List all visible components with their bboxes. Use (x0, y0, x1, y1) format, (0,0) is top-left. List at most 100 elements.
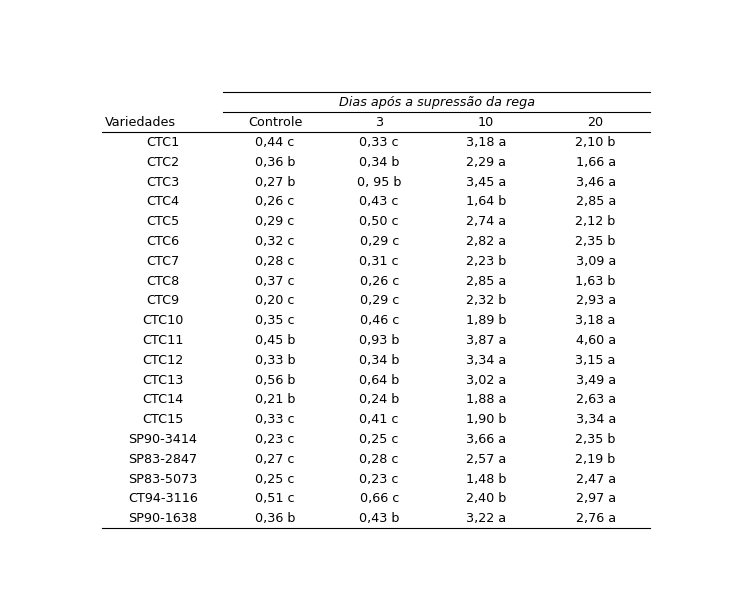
Text: 3: 3 (375, 116, 383, 129)
Text: CTC7: CTC7 (146, 255, 179, 268)
Text: 3,87 a: 3,87 a (466, 334, 506, 347)
Text: 2,23 b: 2,23 b (466, 255, 506, 268)
Text: CTC6: CTC6 (146, 235, 179, 248)
Text: 0,33 c: 0,33 c (359, 136, 399, 149)
Text: 2,63 a: 2,63 a (576, 393, 616, 406)
Text: CTC5: CTC5 (146, 215, 179, 228)
Text: 0,41 c: 0,41 c (359, 413, 399, 426)
Text: SP83-2847: SP83-2847 (128, 453, 198, 466)
Text: 1,48 b: 1,48 b (466, 473, 507, 486)
Text: 0,29 c: 0,29 c (359, 235, 399, 248)
Text: 0,26 c: 0,26 c (255, 195, 295, 209)
Text: 3,09 a: 3,09 a (575, 255, 616, 268)
Text: 0,23 c: 0,23 c (255, 433, 295, 446)
Text: SP83-5073: SP83-5073 (128, 473, 198, 486)
Text: 0,36 b: 0,36 b (255, 512, 295, 525)
Text: 3,15 a: 3,15 a (575, 354, 616, 367)
Text: 2,19 b: 2,19 b (575, 453, 616, 466)
Text: 0,64 b: 0,64 b (359, 373, 399, 387)
Text: 2,82 a: 2,82 a (466, 235, 506, 248)
Text: 0,28 c: 0,28 c (359, 453, 399, 466)
Text: 0,93 b: 0,93 b (359, 334, 399, 347)
Text: CTC4: CTC4 (146, 195, 179, 209)
Text: CTC14: CTC14 (142, 393, 183, 406)
Text: 0,56 b: 0,56 b (255, 373, 295, 387)
Text: 0,66 c: 0,66 c (359, 492, 399, 505)
Text: 0,34 b: 0,34 b (359, 156, 399, 169)
Text: 3,34 a: 3,34 a (575, 413, 616, 426)
Text: 4,60 a: 4,60 a (576, 334, 616, 347)
Text: 0,23 c: 0,23 c (359, 473, 399, 486)
Text: 1,63 b: 1,63 b (575, 274, 616, 287)
Text: CTC12: CTC12 (142, 354, 183, 367)
Text: 0,25 c: 0,25 c (359, 433, 399, 446)
Text: 2,85 a: 2,85 a (466, 274, 506, 287)
Text: Variedades: Variedades (105, 116, 176, 129)
Text: CTC3: CTC3 (146, 176, 179, 188)
Text: 3,45 a: 3,45 a (466, 176, 506, 188)
Text: SP90-1638: SP90-1638 (128, 512, 198, 525)
Text: 0,21 b: 0,21 b (255, 393, 295, 406)
Text: CTC1: CTC1 (146, 136, 179, 149)
Text: CTC11: CTC11 (142, 334, 184, 347)
Text: 0,34 b: 0,34 b (359, 354, 399, 367)
Text: 0,45 b: 0,45 b (255, 334, 295, 347)
Text: 0,50 c: 0,50 c (359, 215, 399, 228)
Text: CT94-3116: CT94-3116 (128, 492, 198, 505)
Text: 2,40 b: 2,40 b (466, 492, 506, 505)
Text: 0,33 c: 0,33 c (255, 413, 295, 426)
Text: SP90-3414: SP90-3414 (128, 433, 198, 446)
Text: 2,93 a: 2,93 a (576, 295, 616, 307)
Text: 3,49 a: 3,49 a (576, 373, 616, 387)
Text: 1,90 b: 1,90 b (466, 413, 507, 426)
Text: 1,88 a: 1,88 a (466, 393, 506, 406)
Text: CTC15: CTC15 (142, 413, 184, 426)
Text: 2,47 a: 2,47 a (576, 473, 616, 486)
Text: 2,97 a: 2,97 a (576, 492, 616, 505)
Text: 0,27 b: 0,27 b (255, 176, 295, 188)
Text: 0,46 c: 0,46 c (359, 314, 399, 327)
Text: 1,66 a: 1,66 a (576, 156, 616, 169)
Text: 2,85 a: 2,85 a (575, 195, 616, 209)
Text: 2,76 a: 2,76 a (576, 512, 616, 525)
Text: 0,29 c: 0,29 c (359, 295, 399, 307)
Text: CTC10: CTC10 (142, 314, 184, 327)
Text: 3,34 a: 3,34 a (466, 354, 506, 367)
Text: 0,36 b: 0,36 b (255, 156, 295, 169)
Text: 0,43 b: 0,43 b (359, 512, 399, 525)
Text: 10: 10 (478, 116, 494, 129)
Text: 0,28 c: 0,28 c (255, 255, 295, 268)
Text: Controle: Controle (248, 116, 303, 129)
Text: 2,10 b: 2,10 b (575, 136, 616, 149)
Text: Dias após a supressão da rega: Dias após a supressão da rega (339, 96, 535, 109)
Text: 3,66 a: 3,66 a (466, 433, 506, 446)
Text: 1,89 b: 1,89 b (466, 314, 507, 327)
Text: 0,37 c: 0,37 c (255, 274, 295, 287)
Text: 0,33 b: 0,33 b (254, 354, 295, 367)
Text: 0, 95 b: 0, 95 b (357, 176, 402, 188)
Text: 0,44 c: 0,44 c (255, 136, 295, 149)
Text: 0,20 c: 0,20 c (255, 295, 295, 307)
Text: 3,22 a: 3,22 a (466, 512, 506, 525)
Text: 3,46 a: 3,46 a (576, 176, 616, 188)
Text: 0,31 c: 0,31 c (359, 255, 399, 268)
Text: 2,29 a: 2,29 a (466, 156, 506, 169)
Text: 2,35 b: 2,35 b (575, 235, 616, 248)
Text: 3,18 a: 3,18 a (466, 136, 506, 149)
Text: 2,74 a: 2,74 a (466, 215, 506, 228)
Text: 0,51 c: 0,51 c (255, 492, 295, 505)
Text: 0,26 c: 0,26 c (359, 274, 399, 287)
Text: 0,27 c: 0,27 c (255, 453, 295, 466)
Text: 2,32 b: 2,32 b (466, 295, 506, 307)
Text: 0,25 c: 0,25 c (255, 473, 295, 486)
Text: 0,32 c: 0,32 c (255, 235, 295, 248)
Text: 0,29 c: 0,29 c (255, 215, 295, 228)
Text: 0,43 c: 0,43 c (359, 195, 399, 209)
Text: 2,57 a: 2,57 a (466, 453, 506, 466)
Text: 20: 20 (588, 116, 604, 129)
Text: CTC8: CTC8 (146, 274, 179, 287)
Text: 2,12 b: 2,12 b (575, 215, 616, 228)
Text: 3,18 a: 3,18 a (575, 314, 616, 327)
Text: CTC13: CTC13 (142, 373, 184, 387)
Text: 1,64 b: 1,64 b (466, 195, 506, 209)
